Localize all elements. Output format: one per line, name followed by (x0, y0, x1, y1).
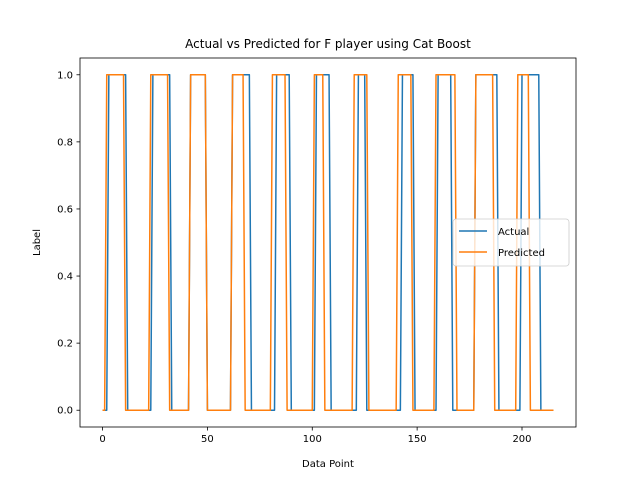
x-tick-label: 0 (99, 434, 105, 445)
y-tick-label: 0.2 (57, 339, 73, 350)
y-axis: 0.0 0.2 0.4 0.6 0.8 1.0 (57, 70, 80, 417)
y-tick-label: 0.6 (57, 204, 73, 215)
chart-title: Actual vs Predicted for F player using C… (185, 37, 471, 51)
y-tick-label: 0.8 (57, 137, 73, 148)
x-tick-label: 200 (512, 434, 531, 445)
x-tick-label: 50 (201, 434, 214, 445)
y-axis-label: Label (32, 229, 43, 256)
y-tick-label: 0.4 (57, 272, 73, 283)
legend: Actual Predicted (452, 218, 570, 267)
x-axis: 0 50 100 150 200 (99, 427, 532, 445)
y-tick-label: 0.0 (57, 406, 73, 417)
y-tick-label: 1.0 (57, 70, 73, 81)
x-tick-label: 100 (303, 434, 322, 445)
plot-frame (79, 57, 577, 428)
legend-label-predicted: Predicted (498, 248, 545, 259)
x-axis-label: Data Point (302, 459, 354, 470)
x-tick-label: 150 (408, 434, 427, 445)
legend-label-actual: Actual (498, 227, 529, 238)
